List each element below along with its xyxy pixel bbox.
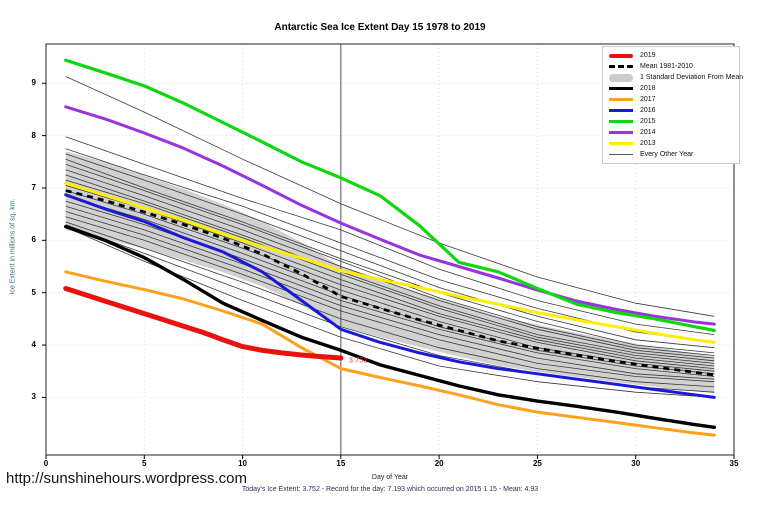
legend-item: 1 Standard Deviation From Mean [609, 72, 743, 83]
x-tick-label: 5 [142, 459, 147, 468]
x-tick-label: 35 [729, 459, 739, 468]
other-year-line [65, 221, 715, 388]
series-2015-line [64, 58, 716, 332]
y-tick-label: 5 [31, 287, 36, 297]
legend-item: 2019 [609, 50, 735, 61]
other-year-line [65, 200, 715, 375]
y-tick-label: 8 [31, 130, 36, 140]
y-tick-label: 3 [31, 392, 36, 402]
series-2019-line [63, 286, 344, 361]
legend-item: Mean 1981-2010 [609, 61, 735, 72]
legend-item: Every Other Year [609, 149, 735, 160]
legend-label: 2018 [640, 85, 656, 92]
other-year-line [65, 164, 715, 356]
legend-label: Every Other Year [640, 151, 694, 158]
other-year-line [65, 169, 715, 359]
y-tick-label: 9 [31, 78, 36, 88]
series-2016-line [64, 193, 716, 399]
legend-swatch-icon [609, 131, 633, 134]
x-tick-label: 25 [532, 459, 542, 468]
mean-line [65, 189, 715, 377]
legend-label: 2017 [640, 96, 656, 103]
other-year-line [65, 195, 715, 372]
y-tick-label: 4 [31, 340, 36, 350]
other-year-line [65, 136, 715, 335]
legend-swatch-icon [609, 154, 633, 155]
x-tick-label: 20 [434, 459, 444, 468]
y-axis-label: Ice Extent in millions of sq. km. [9, 198, 17, 295]
other-year-line [65, 190, 715, 369]
series-2018-line [64, 224, 716, 429]
y-tick-label: 6 [31, 235, 36, 245]
other-year-line [65, 153, 715, 349]
legend-swatch-icon [609, 109, 633, 112]
legend-item: 2016 [609, 105, 735, 116]
current-value-annotation: 3.752 [349, 356, 368, 365]
other-year-line [65, 76, 715, 317]
legend-item: 2013 [609, 138, 735, 149]
source-url-text: http://sunshinehours.wordpress.com [6, 470, 247, 487]
series-2014-line [64, 105, 716, 326]
other-year-line [65, 216, 715, 383]
x-tick-label: 0 [43, 459, 49, 468]
legend-label: 2015 [640, 118, 656, 125]
x-tick-label: 30 [631, 459, 641, 468]
other-year-line [65, 211, 715, 380]
series-2017-line [64, 270, 716, 437]
legend-label: 2019 [640, 52, 656, 59]
legend-item: 2015 [609, 116, 735, 127]
legend-label: 2016 [640, 107, 656, 114]
x-tick-label: 15 [336, 459, 346, 468]
x-tick-label: 10 [238, 459, 248, 468]
other-year-line [65, 174, 715, 362]
x-axis-label: Day of Year [371, 474, 409, 481]
y-tick-label: 7 [31, 182, 36, 192]
legend-item: 2018 [609, 83, 735, 94]
legend-label: 2013 [640, 140, 656, 147]
chart-title: Antarctic Sea Ice Extent Day 15 1978 to … [274, 22, 486, 33]
plot-border [45, 43, 735, 456]
legend-swatch-icon [609, 53, 633, 58]
legend-label: 1 Standard Deviation From Mean [640, 74, 744, 81]
legend-swatch-icon [609, 142, 633, 145]
legend-label: 2014 [640, 129, 656, 136]
legend-label: Mean 1981-2010 [640, 63, 693, 70]
legend-swatch-icon [609, 73, 633, 82]
legend-item: 2017 [609, 94, 735, 105]
legend-swatch-icon [609, 65, 633, 68]
other-year-line [65, 179, 715, 364]
legend-box: 2019 Mean 1981-2010 1 Standard Deviation F… [602, 46, 743, 164]
footer-caption: Today's Ice Extent: 3.752 - Record for t… [241, 486, 539, 493]
legend-swatch-icon [609, 120, 633, 123]
series-2013-line [64, 181, 716, 344]
other-year-line [65, 158, 715, 354]
legend-item: 2014 [609, 127, 735, 138]
legend-swatch-icon [609, 98, 633, 101]
other-year-line [65, 205, 715, 377]
plot-area: 3.752 [42, 43, 735, 459]
legend-swatch-icon [609, 87, 633, 90]
